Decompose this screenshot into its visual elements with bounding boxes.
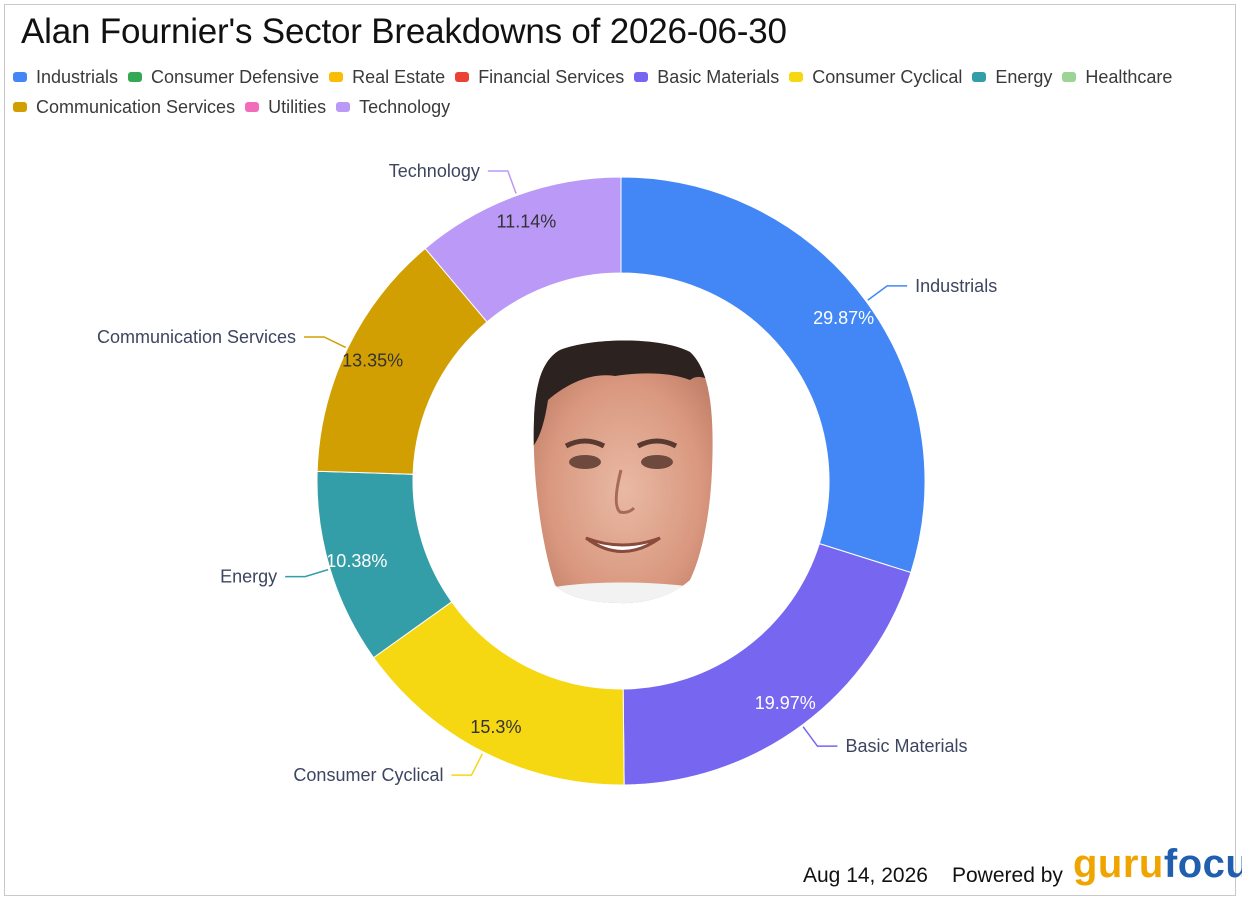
legend-swatch [634, 72, 649, 82]
slice-category-label-basic-materials: Basic Materials [845, 736, 967, 756]
leader-line-basic-materials [802, 726, 838, 747]
slice-group [316, 176, 926, 786]
legend-swatch [13, 102, 27, 112]
legend-row-1: Industrials Consumer Defensive Real Esta… [13, 62, 1223, 92]
legend-item-technology[interactable]: Technology [336, 97, 450, 118]
powered-by-text: Powered by [952, 864, 1063, 887]
legend-label: Communication Services [36, 96, 236, 117]
slice-technology[interactable] [424, 176, 622, 323]
legend-item-financial-services[interactable]: Financial Services [455, 67, 624, 88]
legend-label: Utilities [268, 96, 327, 117]
legend-item-industrials[interactable]: Industrials [13, 67, 118, 88]
legend-label: Technology [359, 96, 451, 117]
label-group: 29.87% Industrials 19.97% Basic Materials 15… [97, 161, 997, 785]
slice-category-label-consumer-cyclical: Consumer Cyclical [293, 765, 443, 785]
logo-focus: focus [1163, 842, 1242, 886]
slice-value-label-consumer-cyclical: 15.3% [470, 717, 521, 737]
legend: Industrials Consumer Defensive Real Esta… [13, 62, 1223, 122]
legend-label: Financial Services [478, 66, 625, 87]
legend-label: Energy [995, 66, 1053, 87]
slice-value-label-technology: 11.14% [497, 212, 557, 232]
leader-line-technology [487, 170, 517, 194]
slice-value-label-communication-services: 13.35% [342, 351, 403, 371]
legend-swatch [455, 72, 470, 82]
legend-swatch [336, 102, 351, 112]
slice-category-label-industrials: Industrials [915, 276, 997, 296]
legend-label: Healthcare [1085, 66, 1173, 87]
logo-guru: guru [1073, 842, 1164, 886]
legend-swatch [329, 72, 344, 82]
legend-label: Basic Materials [657, 66, 780, 87]
chart-title: Alan Fournier's Sector Breakdowns of 202… [21, 12, 787, 51]
legend-row-2: Communication Services Utilities Technol… [13, 92, 1223, 122]
legend-swatch [128, 72, 143, 82]
legend-item-utilities[interactable]: Utilities [245, 97, 326, 118]
slice-category-label-technology: Technology [389, 161, 480, 181]
legend-swatch [789, 72, 804, 82]
legend-label: Real Estate [352, 66, 446, 87]
legend-swatch [13, 72, 27, 82]
slice-basic-materials[interactable] [622, 542, 912, 786]
legend-swatch [1062, 72, 1077, 82]
donut-chart: 29.87% Industrials 19.97% Basic Materials 15… [97, 161, 997, 786]
portrait-image [533, 340, 713, 604]
legend-item-basic-materials[interactable]: Basic Materials [634, 67, 779, 88]
legend-item-healthcare[interactable]: Healthcare [1062, 67, 1172, 88]
slice-value-label-energy: 10.38% [326, 551, 387, 571]
leader-line-energy [285, 568, 329, 578]
slice-value-label-industrials: 29.87% [813, 308, 874, 328]
legend-item-consumer-cyclical[interactable]: Consumer Cyclical [789, 67, 962, 88]
slice-industrials[interactable] [620, 176, 926, 574]
legend-label: Consumer Cyclical [812, 66, 963, 87]
gurufocus-logo[interactable]: gurufocus [1073, 842, 1242, 887]
legend-item-real-estate[interactable]: Real Estate [329, 67, 445, 88]
slice-value-label-basic-materials: 19.97% [755, 693, 816, 713]
leader-line-consumer-cyclical [451, 753, 484, 776]
legend-item-energy[interactable]: Energy [972, 67, 1052, 88]
legend-swatch [245, 102, 260, 112]
slice-category-label-communication-services: Communication Services [97, 327, 296, 347]
legend-item-consumer-defensive[interactable]: Consumer Defensive [128, 67, 319, 88]
legend-swatch [972, 72, 987, 82]
legend-label: Industrials [36, 66, 119, 87]
leader-line-industrials [867, 285, 908, 301]
leader-line-communication-services [304, 336, 346, 349]
legend-item-communication-services[interactable]: Communication Services [13, 97, 235, 118]
footer-date: Aug 14, 2026 [803, 864, 928, 887]
slice-category-label-energy: Energy [220, 567, 277, 587]
legend-label: Consumer Defensive [151, 66, 320, 87]
